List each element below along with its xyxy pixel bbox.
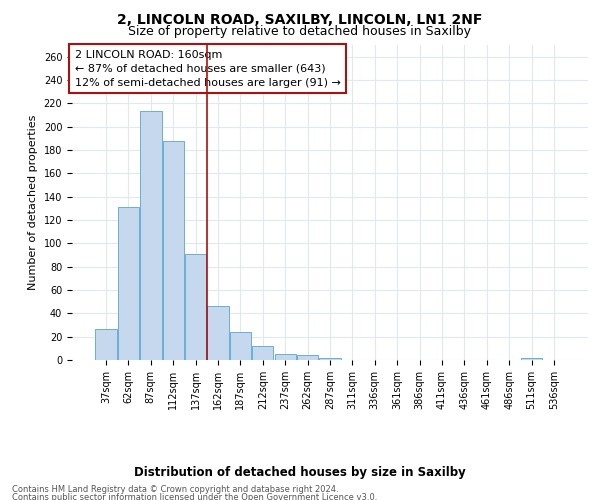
Bar <box>275 354 296 360</box>
Text: 2 LINCOLN ROAD: 160sqm
← 87% of detached houses are smaller (643)
12% of semi-de: 2 LINCOLN ROAD: 160sqm ← 87% of detached… <box>74 50 340 88</box>
Bar <box>521 358 542 360</box>
Bar <box>252 346 274 360</box>
Bar <box>140 112 161 360</box>
Bar <box>319 358 341 360</box>
Bar <box>95 328 117 360</box>
Bar <box>208 306 229 360</box>
Bar <box>297 356 318 360</box>
Text: Contains public sector information licensed under the Open Government Licence v3: Contains public sector information licen… <box>12 492 377 500</box>
Text: 2, LINCOLN ROAD, SAXILBY, LINCOLN, LN1 2NF: 2, LINCOLN ROAD, SAXILBY, LINCOLN, LN1 2… <box>118 12 482 26</box>
Bar <box>185 254 206 360</box>
Bar <box>118 207 139 360</box>
Bar <box>163 140 184 360</box>
Y-axis label: Number of detached properties: Number of detached properties <box>28 115 38 290</box>
Text: Distribution of detached houses by size in Saxilby: Distribution of detached houses by size … <box>134 466 466 479</box>
Text: Contains HM Land Registry data © Crown copyright and database right 2024.: Contains HM Land Registry data © Crown c… <box>12 485 338 494</box>
Bar <box>230 332 251 360</box>
Text: Size of property relative to detached houses in Saxilby: Size of property relative to detached ho… <box>128 25 472 38</box>
